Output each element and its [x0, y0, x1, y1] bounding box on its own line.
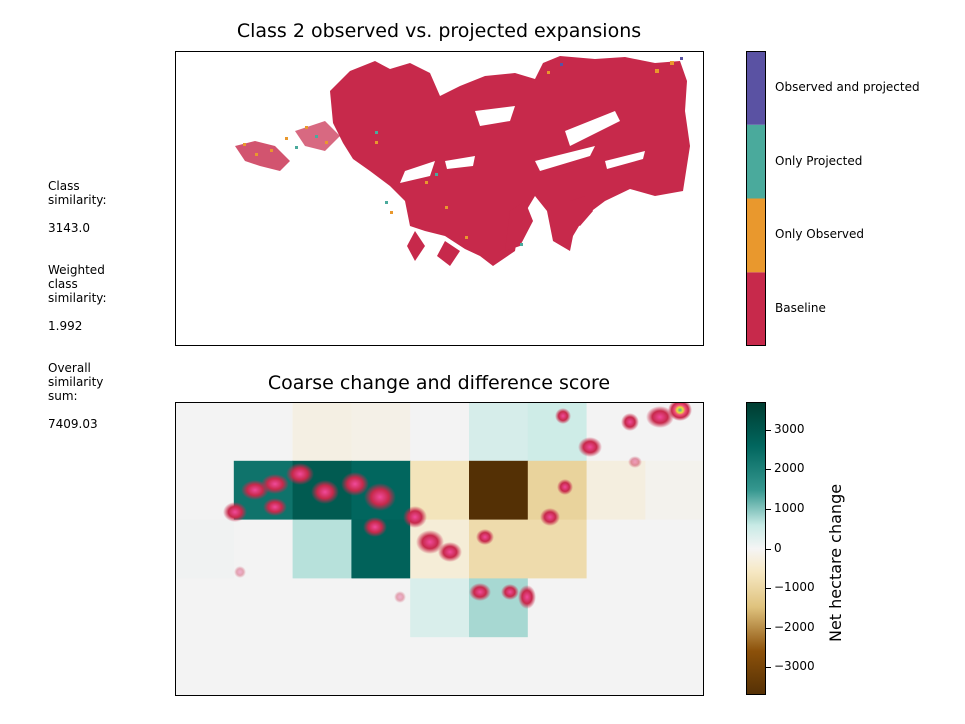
colorbar-tick-mark-3: [766, 548, 771, 550]
heatmap-cell-2-5: [469, 519, 529, 579]
heatmap-cell-3-3: [351, 578, 411, 638]
heatmap-cell-0-5: [469, 402, 529, 462]
heatmap-cell-4-1: [233, 637, 294, 696]
heatmap-cell-1-5: [469, 460, 529, 521]
heatmap-cell-4-8: [645, 637, 704, 696]
category-colorbar: [746, 51, 766, 346]
heatmap-cell-2-6: [527, 519, 588, 579]
heatmap-cell-1-7: [586, 460, 646, 521]
colorbar-tick-label-3: 0: [774, 540, 782, 555]
overall-similarity-value: 7409.03: [48, 417, 98, 431]
legend-label-2: Only Projected: [775, 153, 863, 168]
colorbar-tick-label-4: −1000: [774, 580, 815, 595]
colorbar-tick-mark-4: [766, 588, 771, 590]
heatmap-cell-3-2: [292, 578, 352, 638]
heatmap-cell-0-3: [351, 402, 411, 462]
change-heatmap: [175, 402, 704, 696]
heatmap-cell-2-2: [292, 519, 352, 579]
heatmap-cell-3-8: [645, 578, 704, 638]
weighted-similarity-label: Weighted class similarity:: [48, 263, 107, 305]
class-similarity-label: Class similarity:: [48, 179, 107, 207]
top-map: [175, 51, 704, 346]
gaps: [400, 106, 645, 183]
heatmap-cell-2-7: [586, 519, 646, 579]
colorbar-tick-mark-2: [766, 508, 771, 510]
heatmap-cell-3-1: [233, 578, 294, 638]
legend-swatch-1: [746, 198, 766, 273]
legend-label-0: Baseline: [775, 301, 826, 316]
colorbar-tick-mark-6: [766, 667, 771, 669]
heatmap-cell-4-3: [351, 637, 411, 696]
colorbar-tick-label-1: 2000: [774, 461, 805, 476]
heatmap-cell-4-5: [469, 637, 529, 696]
heatmap-cell-3-0: [175, 578, 235, 638]
heatmap-cell-2-8: [645, 519, 704, 579]
heatmap-cell-1-8: [645, 460, 704, 521]
colorbar-tick-mark-1: [766, 469, 771, 471]
heatmap-cell-0-0: [175, 402, 235, 462]
colorbar-axis-label: Net hectare change: [826, 483, 845, 642]
legend-swatch-0: [746, 272, 766, 346]
heatmap-cell-0-2: [292, 402, 352, 462]
colorbar-tick-mark-0: [766, 429, 771, 431]
heatmap-cell-4-4: [410, 637, 470, 696]
weighted-similarity-value: 1.992: [48, 319, 83, 333]
net-change-colorbar: [746, 402, 766, 695]
colorbar-gradient: [746, 402, 766, 695]
heatmap-cell-4-0: [175, 637, 235, 696]
heatmap-cell-1-6: [527, 460, 588, 521]
colorbar-tick-label-6: −3000: [774, 659, 815, 674]
baseline-region: [235, 56, 690, 266]
heatmap-cell-3-4: [410, 578, 470, 638]
legend-label-3: Observed and projected: [775, 79, 920, 94]
colorbar-tick-label-5: −2000: [774, 619, 815, 634]
heatmap-cell-4-6: [527, 637, 588, 696]
difference-hotspots: [223, 402, 692, 609]
class-similarity-value: 3143.0: [48, 221, 90, 235]
colorbar-tick-label-0: 3000: [774, 421, 805, 436]
observed-pixels: [243, 61, 674, 239]
both-pixels: [560, 57, 683, 66]
bottom-chart-title: Coarse change and difference score: [267, 372, 611, 394]
legend-label-1: Only Observed: [775, 227, 865, 242]
colorbar-tick-label-2: 1000: [774, 500, 805, 515]
top-chart-title: Class 2 observed vs. projected expansion…: [236, 20, 642, 42]
heatmap-cell-0-1: [233, 402, 294, 462]
legend-swatch-2: [746, 124, 766, 199]
heatmap-cell-4-2: [292, 637, 352, 696]
heatmap-cell-2-0: [175, 519, 235, 579]
heatmap-cell-0-4: [410, 402, 470, 462]
legend-swatch-3: [746, 51, 766, 125]
projected-pixels: [295, 131, 523, 246]
heatmap-cell-3-7: [586, 578, 646, 638]
colorbar-tick-mark-5: [766, 627, 771, 629]
heatmap-cell-4-7: [586, 637, 646, 696]
overall-similarity-label: Overall similarity sum:: [48, 361, 104, 403]
heatmap-cell-3-6: [527, 578, 588, 638]
